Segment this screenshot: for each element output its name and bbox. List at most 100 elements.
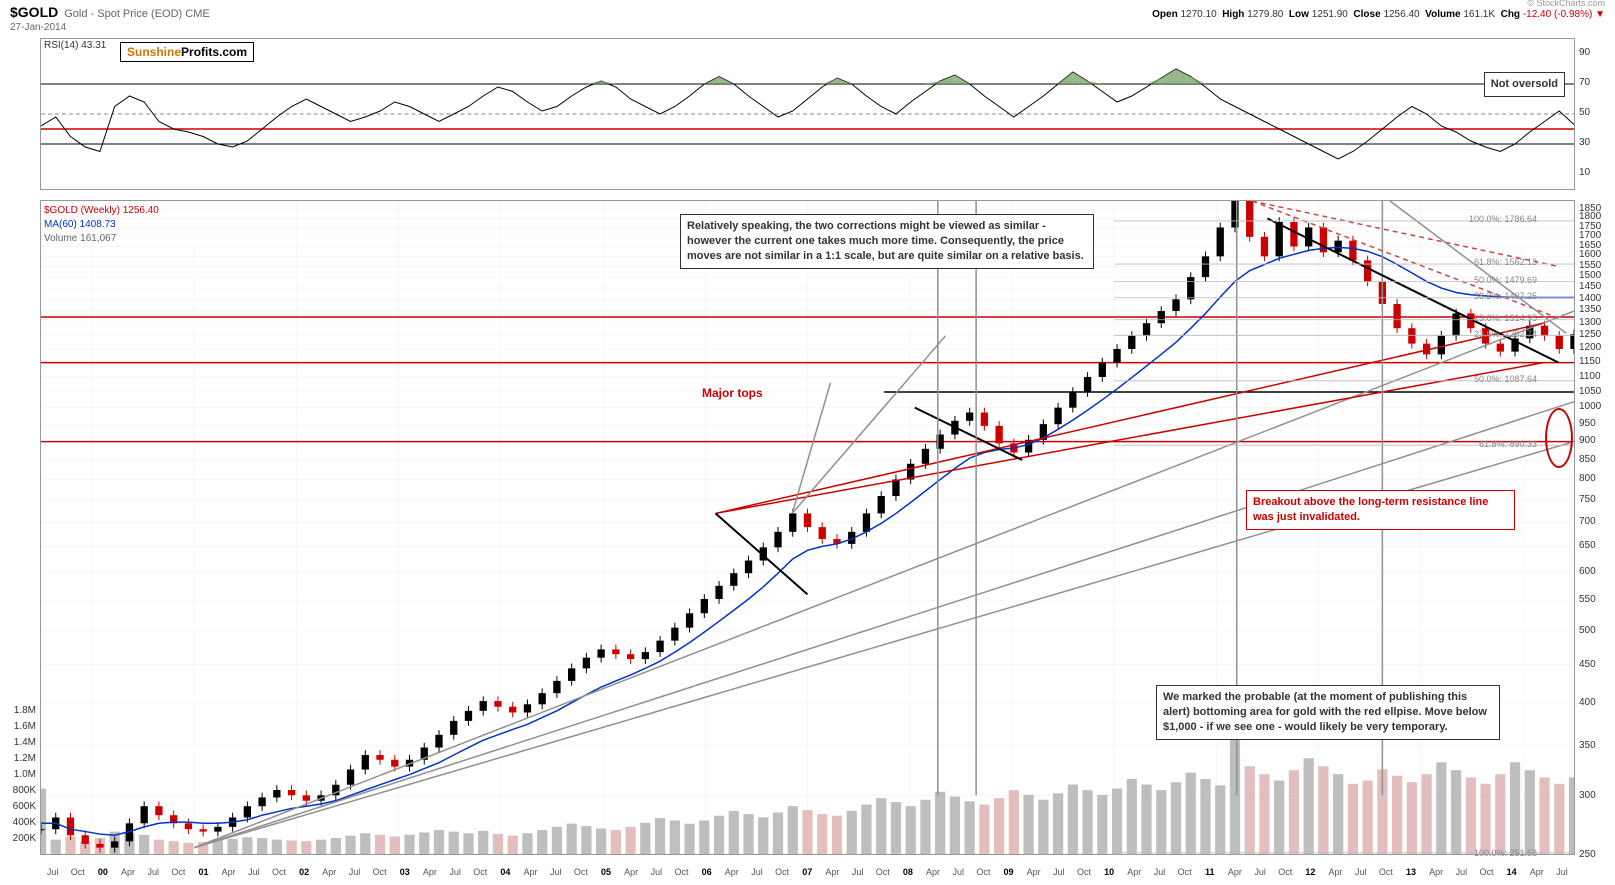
x-tick: 04 bbox=[493, 867, 518, 877]
price-ytick: 700 bbox=[1579, 516, 1596, 527]
fib-level-label: 50.0%: 1479.69 bbox=[1474, 275, 1537, 285]
x-tick: 10 bbox=[1097, 867, 1122, 877]
x-tick: Oct bbox=[669, 867, 694, 877]
x-tick: 01 bbox=[191, 867, 216, 877]
price-ytick: 250 bbox=[1579, 849, 1596, 860]
volume-ytick: 1.4M bbox=[14, 737, 36, 748]
legend-price: $GOLD (Weekly) 1256.40 bbox=[44, 204, 159, 218]
x-tick: Jul bbox=[141, 867, 166, 877]
x-tick: Apr bbox=[1222, 867, 1247, 877]
fib-level-label: 38.2%: 1407.25 bbox=[1474, 291, 1537, 301]
x-tick: 02 bbox=[292, 867, 317, 877]
price-ytick: 1450 bbox=[1579, 281, 1601, 292]
x-tick: Oct bbox=[468, 867, 493, 877]
price-ytick: 900 bbox=[1579, 435, 1596, 446]
price-ytick: 450 bbox=[1579, 659, 1596, 670]
volume-label: Volume bbox=[1425, 9, 1460, 20]
x-tick: Apr bbox=[1021, 867, 1046, 877]
price-ytick: 1200 bbox=[1579, 342, 1601, 353]
major-tops-label: Major tops bbox=[702, 386, 763, 400]
chart-date: 27-Jan-2014 bbox=[10, 22, 66, 33]
fib-level-label: 23.6%: 1314.95 bbox=[1474, 313, 1537, 323]
x-tick: Jul bbox=[342, 867, 367, 877]
x-tick: Oct bbox=[1273, 867, 1298, 877]
x-tick: Apr bbox=[317, 867, 342, 877]
price-ytick: 1700 bbox=[1579, 230, 1601, 241]
x-tick: Oct bbox=[166, 867, 191, 877]
relative-corrections-annotation: Relatively speaking, the two corrections… bbox=[680, 214, 1094, 269]
stock-chart: © StockCharts.com $GOLD Gold - Spot Pric… bbox=[0, 0, 1615, 885]
x-tick: 08 bbox=[895, 867, 920, 877]
x-tick: 11 bbox=[1197, 867, 1222, 877]
price-ytick: 800 bbox=[1579, 473, 1596, 484]
ticker-area: $GOLD Gold - Spot Price (EOD) CME bbox=[10, 4, 210, 20]
price-ytick: 1150 bbox=[1579, 356, 1601, 367]
rsi-ytick: 10 bbox=[1579, 167, 1590, 178]
rsi-panel bbox=[40, 38, 1575, 190]
volume-ytick: 1.0M bbox=[14, 769, 36, 780]
price-ytick: 750 bbox=[1579, 494, 1596, 505]
price-ytick: 550 bbox=[1579, 594, 1596, 605]
x-tick: Oct bbox=[65, 867, 90, 877]
x-tick: Apr bbox=[518, 867, 543, 877]
price-ytick: 1500 bbox=[1579, 270, 1601, 281]
sunshine-profits-logo: SunshineProfits.com bbox=[120, 42, 254, 62]
rsi-ytick: 90 bbox=[1579, 47, 1590, 58]
logo-part2: Profits.com bbox=[181, 45, 247, 59]
bottoming-annotation: We marked the probable (at the moment of… bbox=[1156, 685, 1500, 740]
price-ytick: 350 bbox=[1579, 740, 1596, 751]
volume-value: 161.1K bbox=[1463, 9, 1495, 20]
price-ytick: 400 bbox=[1579, 697, 1596, 708]
not-oversold-annotation: Not oversold bbox=[1484, 72, 1565, 97]
chg-value: -12.40 (-0.98%) bbox=[1523, 9, 1592, 20]
x-tick: 05 bbox=[593, 867, 618, 877]
fib-level-label: 23.6%: 1252.74 bbox=[1474, 329, 1537, 339]
chg-label: Chg bbox=[1501, 9, 1520, 20]
x-tick: 07 bbox=[795, 867, 820, 877]
low-label: Low bbox=[1289, 9, 1309, 20]
x-tick: Apr bbox=[1424, 867, 1449, 877]
x-tick: Jul bbox=[241, 867, 266, 877]
x-tick: Oct bbox=[568, 867, 593, 877]
x-tick: Jul bbox=[946, 867, 971, 877]
ticker-symbol: $GOLD bbox=[10, 4, 58, 20]
price-legend: $GOLD (Weekly) 1256.40 MA(60) 1408.73 Vo… bbox=[44, 204, 159, 246]
ohlc-readout: Open 1270.10 High 1279.80 Low 1251.90 Cl… bbox=[1152, 9, 1605, 20]
x-tick: Oct bbox=[870, 867, 895, 877]
price-ytick: 1000 bbox=[1579, 401, 1601, 412]
volume-ytick: 1.8M bbox=[14, 705, 36, 716]
price-ytick: 1600 bbox=[1579, 249, 1601, 260]
price-ytick: 500 bbox=[1579, 625, 1596, 636]
x-tick: Jul bbox=[1046, 867, 1071, 877]
volume-ytick: 1.2M bbox=[14, 753, 36, 764]
x-tick: Apr bbox=[820, 867, 845, 877]
x-tick: Jul bbox=[1348, 867, 1373, 877]
x-tick: Apr bbox=[920, 867, 945, 877]
x-tick: Oct bbox=[266, 867, 291, 877]
price-ytick: 1300 bbox=[1579, 317, 1601, 328]
price-ytick: 600 bbox=[1579, 566, 1596, 577]
price-ytick: 1850 bbox=[1579, 203, 1601, 214]
legend-ma: MA(60) 1408.73 bbox=[44, 218, 159, 232]
x-tick: Jul bbox=[40, 867, 65, 877]
open-label: Open bbox=[1152, 9, 1178, 20]
volume-ytick: 200K bbox=[13, 833, 36, 844]
x-tick: Apr bbox=[115, 867, 140, 877]
fib-level-label: 100.0%: 1786.64 bbox=[1469, 214, 1537, 224]
price-ytick: 1400 bbox=[1579, 293, 1601, 304]
price-ytick: 1250 bbox=[1579, 329, 1601, 340]
high-label: High bbox=[1222, 9, 1244, 20]
price-ytick: 950 bbox=[1579, 418, 1596, 429]
x-tick: Oct bbox=[1474, 867, 1499, 877]
x-tick: 13 bbox=[1398, 867, 1423, 877]
x-tick: Apr bbox=[417, 867, 442, 877]
x-tick: Jul bbox=[443, 867, 468, 877]
chg-arrow-icon: ▼ bbox=[1595, 9, 1605, 20]
x-tick: Apr bbox=[619, 867, 644, 877]
price-ytick: 850 bbox=[1579, 454, 1596, 465]
rsi-label: RSI(14) 43.31 bbox=[44, 40, 106, 51]
volume-ytick: 400K bbox=[13, 817, 36, 828]
x-tick: Oct bbox=[1373, 867, 1398, 877]
volume-ytick: 600K bbox=[13, 801, 36, 812]
x-tick: 12 bbox=[1298, 867, 1323, 877]
